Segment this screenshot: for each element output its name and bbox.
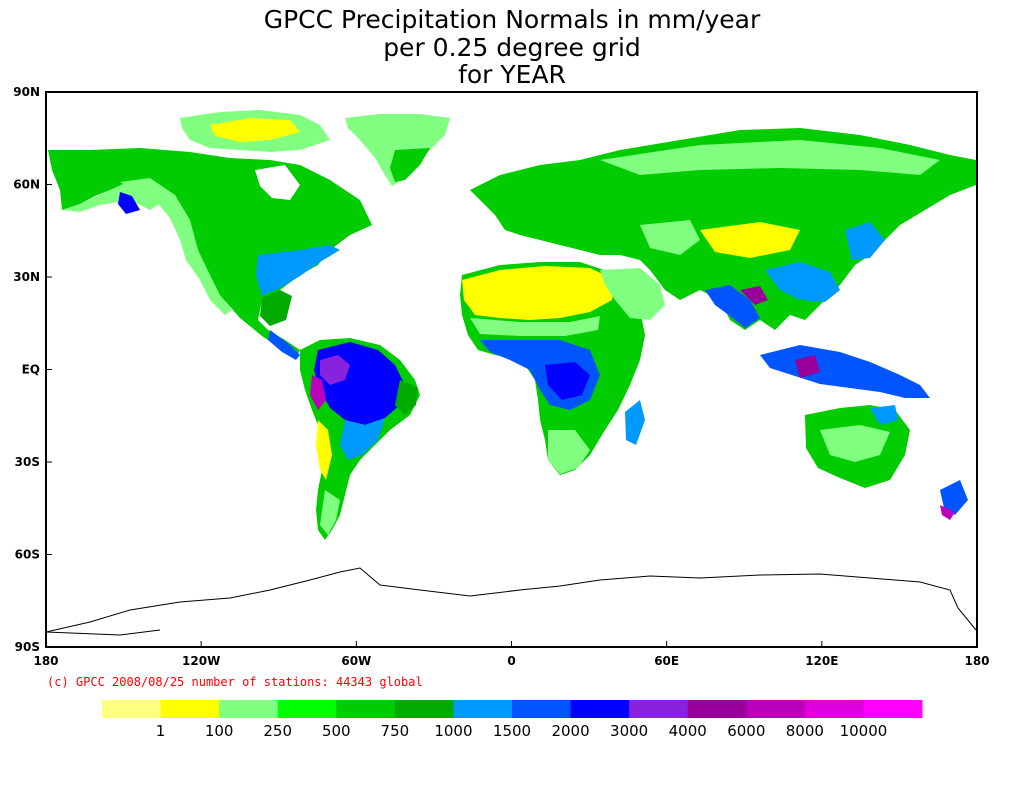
lat-tick-label: 90S bbox=[15, 640, 40, 654]
longitude-axis: 180 120W 60W 0 60E 120E 180 bbox=[33, 641, 990, 668]
lon-tick-label: 60E bbox=[654, 654, 679, 668]
eurasia-africa-landmass bbox=[460, 128, 976, 475]
legend-label: 4000 bbox=[669, 722, 707, 740]
legend-label: 2000 bbox=[551, 722, 589, 740]
legend-label: 8000 bbox=[786, 722, 824, 740]
legend-swatch bbox=[219, 700, 279, 718]
lat-tick-label: 30S bbox=[15, 455, 40, 469]
lon-tick-label: 0 bbox=[507, 654, 515, 668]
lon-tick-label: 180 bbox=[964, 654, 989, 668]
legend-label: 1 bbox=[156, 722, 166, 740]
legend-swatch bbox=[687, 700, 747, 718]
legend-label: 750 bbox=[381, 722, 410, 740]
title-line-3: for YEAR bbox=[458, 60, 566, 89]
legend-swatch bbox=[277, 700, 337, 718]
oceania-landmass bbox=[760, 345, 968, 520]
legend-swatch bbox=[629, 700, 689, 718]
legend-label: 1500 bbox=[493, 722, 531, 740]
lat-tick-label: 30N bbox=[13, 270, 40, 284]
lon-tick-label: 60W bbox=[341, 654, 371, 668]
north-america-landmass bbox=[48, 110, 372, 360]
credit-text: (c) GPCC 2008/08/25 number of stations: … bbox=[47, 675, 423, 689]
title-line-2: per 0.25 degree grid bbox=[383, 33, 641, 62]
legend-swatch bbox=[336, 700, 396, 718]
legend-label: 100 bbox=[205, 722, 234, 740]
legend-swatch bbox=[453, 700, 513, 718]
map-area bbox=[46, 92, 977, 647]
lat-tick-label: 60N bbox=[13, 178, 40, 192]
legend-swatch bbox=[804, 700, 864, 718]
antarctica-coastline bbox=[46, 567, 977, 633]
legend-label: 10000 bbox=[840, 722, 888, 740]
legend-swatch bbox=[102, 700, 162, 718]
greenland-landmass bbox=[345, 114, 450, 186]
lat-tick-label: 90N bbox=[13, 85, 40, 99]
legend-swatch bbox=[746, 700, 806, 718]
legend-swatch bbox=[512, 700, 572, 718]
south-america-landmass bbox=[300, 338, 420, 540]
legend-label: 250 bbox=[263, 722, 292, 740]
legend-label: 500 bbox=[322, 722, 351, 740]
antarctica-coastline-west bbox=[46, 629, 161, 636]
title-line-1: GPCC Precipitation Normals in mm/year bbox=[264, 5, 761, 34]
lon-tick-label: 120E bbox=[805, 654, 838, 668]
lon-tick-label: 180 bbox=[33, 654, 58, 668]
legend-swatch bbox=[863, 700, 923, 718]
lat-tick-label: 60S bbox=[15, 548, 40, 562]
legend-label: 1000 bbox=[434, 722, 472, 740]
legend-swatch bbox=[160, 700, 220, 718]
lon-tick-label: 120W bbox=[182, 654, 220, 668]
latitude-axis: 90N 60N 30N EQ 30S 60S 90S bbox=[13, 85, 52, 654]
legend-swatch bbox=[570, 700, 630, 718]
legend-label: 3000 bbox=[610, 722, 648, 740]
colorbar-legend: 1 100 250 500 750 1000 1500 2000 3000 4000 6000 800… bbox=[102, 700, 923, 740]
legend-swatch bbox=[394, 700, 454, 718]
lat-tick-label: EQ bbox=[22, 363, 40, 377]
map-title: GPCC Precipitation Normals in mm/year pe… bbox=[264, 5, 761, 89]
legend-label: 6000 bbox=[727, 722, 765, 740]
